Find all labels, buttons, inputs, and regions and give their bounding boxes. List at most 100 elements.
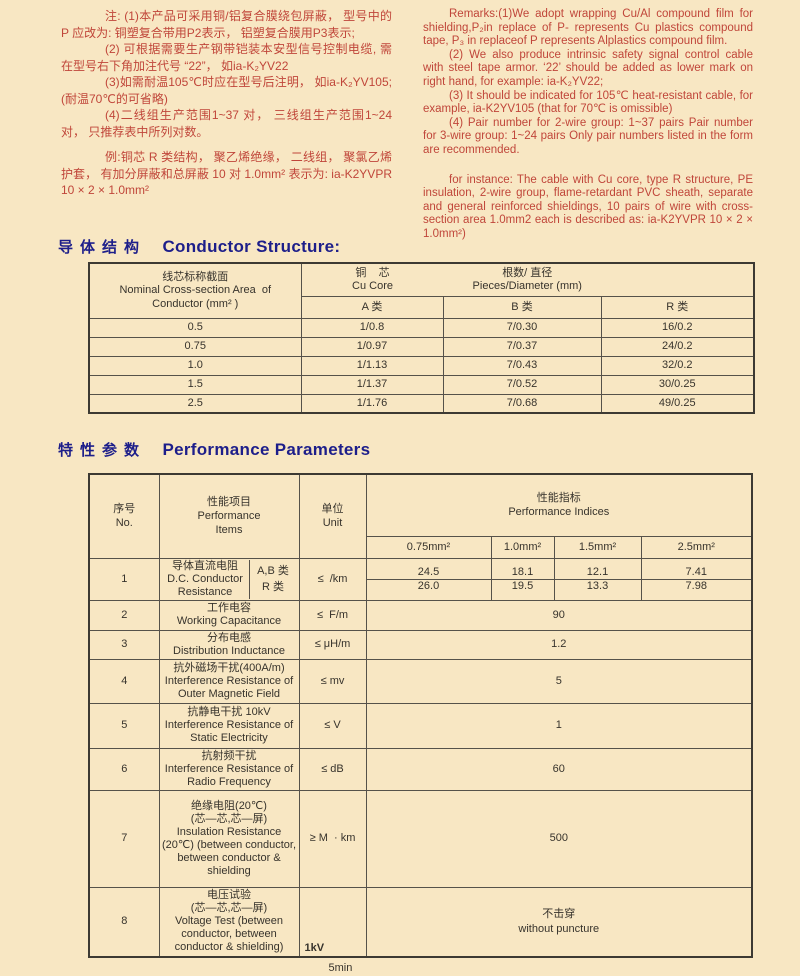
item-zh2: (芯—芯,芯—屏) — [190, 812, 268, 825]
performance-row: 8 电压试验 (芯—芯,芯—屏) Voltage Test (between cond… — [88, 886, 753, 974]
no-header-en: No. — [115, 517, 133, 530]
index-value-cell: 24.5 26.0 — [365, 557, 492, 601]
row-number-cell: 2 — [88, 599, 160, 631]
indices-header-zh: 性能指标 — [536, 492, 581, 505]
note-paragraph: 注: (1)本产品可采用铜/铝复合膜绕包屏蔽， 型号中的 P 应改为: 铜塑复合… — [61, 9, 392, 40]
conductor-cell: 7/0.30 — [442, 317, 602, 338]
pieces-diameter-en: Pieces/Diameter (mm) — [472, 279, 582, 292]
unit-header-zh: 单位 — [321, 503, 344, 516]
conductor-title-zh: 导体结构 — [58, 239, 147, 256]
note-paragraph: (3)如需耐温105℃时应在型号后注明， 如ia-K₂YV105; (耐温70℃… — [61, 75, 392, 106]
index-value-cell: 1.2 — [365, 629, 753, 660]
conductor-cell: 7/0.37 — [442, 336, 602, 357]
class-b-header: B 类 — [442, 295, 602, 319]
conductor-cell: 30/0.25 — [600, 374, 755, 395]
performance-parameters-table: 序号 No. 性能项目 Performance Items 单位 Unit 性能… — [88, 473, 754, 974]
performance-title-zh: 特性参数 — [58, 442, 147, 459]
unit-cell: ≤ dB — [298, 747, 367, 791]
value-line: 5 — [555, 674, 562, 687]
conductor-cell: 1/0.97 — [300, 336, 444, 357]
class-label: R 类 — [262, 581, 284, 593]
size-header-15: 1.5mm² — [553, 535, 642, 559]
performance-indices-header: 性能指标 Performance Indices — [365, 473, 753, 537]
nominal-area-header: 线芯标称截面 Nominal Cross-section Area of Con… — [88, 262, 302, 319]
item-zh: 分布电感 — [207, 631, 251, 644]
performance-row: 5 抗静电干扰 10kV Interference Resistance of St… — [88, 702, 753, 749]
item-zh: 绝缘电阻(20℃) — [191, 799, 267, 812]
index-value-cell: 7.41 7.98 — [640, 557, 753, 601]
performance-section-heading: 特性参数 Performance Parameters — [58, 439, 370, 460]
performance-item-cell: 分布电感 Distribution Inductance — [158, 629, 300, 660]
cu-core-pieces-header: 铜 芯 Cu Core 根数/ 直径 Pieces/Diameter (mm) — [300, 262, 755, 297]
item-en: Interference Resistance of Static Electr… — [164, 719, 294, 744]
dual-value-stack: 24.5 26.0 — [366, 566, 491, 593]
performance-item-cell: 导体直流电阻 D.C. Conductor Resistance A,B 类 R 类 — [158, 557, 300, 601]
index-value-cell: 60 — [365, 747, 753, 791]
remarks-block: 注: (1)本产品可采用铜/铝复合膜绕包屏蔽， 型号中的 P 应改为: 铜塑复合… — [61, 8, 753, 242]
conductor-section-heading: 导体结构 Conductor Structure: — [58, 236, 340, 257]
conductor-cell: 0.5 — [88, 317, 302, 338]
size-header-25: 2.5mm² — [640, 535, 753, 559]
unit-cell: 1kV 5min — [298, 886, 367, 974]
index-value-cell: 18.1 19.5 — [490, 557, 555, 601]
item-with-classes: 导体直流电阻 D.C. Conductor Resistance A,B 类 R 类 — [162, 559, 297, 599]
row-number-cell: 3 — [88, 629, 160, 660]
unit-cell: ≤ F/m — [298, 599, 367, 631]
class-r-header: R 类 — [600, 295, 755, 319]
conductor-cell: 1/1.76 — [300, 393, 444, 414]
performance-row: 3 分布电感 Distribution Inductance ≤ μH/m 1.2 — [88, 629, 753, 660]
performance-item-cell: 抗射频干扰 Interference Resistance of Radio Fr… — [158, 747, 300, 791]
conductor-cell: 1/1.37 — [300, 374, 444, 395]
performance-row: 2 工作电容 Working Capacitance ≤ F/m 90 — [88, 599, 753, 631]
item-en: Working Capacitance — [176, 615, 282, 627]
unit-denominator: 5min — [328, 961, 353, 974]
value-r-class: 26.0 — [366, 578, 491, 593]
value-ab-class: 7.41 — [685, 565, 707, 578]
conductor-cell: 1.0 — [88, 355, 302, 376]
index-value-cell: 12.1 13.3 — [553, 557, 642, 601]
remarks-chinese-column: 注: (1)本产品可采用铜/铝复合膜绕包屏蔽， 型号中的 P 应改为: 铜塑复合… — [61, 8, 392, 242]
note-example: for instance: The cable with Cu core, ty… — [423, 173, 753, 240]
note-paragraph: (2) 可根据需要生产钢带铠装本安型信号控制电缆, 需在型号右下角加注代号 “2… — [61, 42, 392, 73]
note-example: 例:铜芯 R 类结构， 聚乙烯绝缘， 二线组， 聚氯乙烯护套， 有加分屏蔽和总屏… — [61, 150, 392, 197]
size-header-10: 1.0mm² — [490, 535, 555, 559]
index-value-cell: 不击穿 without puncture — [365, 886, 753, 958]
item-en: Distribution Inductance — [173, 644, 285, 657]
items-header-en2: Items — [215, 524, 243, 537]
conductor-cell: 16/0.2 — [600, 317, 755, 338]
item-zh: 抗射频干扰 — [201, 749, 257, 762]
nominal-area-en1: Nominal Cross-section Area of — [119, 284, 272, 296]
conductor-cell: 2.5 — [88, 393, 302, 414]
index-value-cell: 1 — [365, 702, 753, 749]
conductor-cell: 7/0.52 — [442, 374, 602, 395]
conductor-cell: 24/0.2 — [600, 336, 755, 357]
cu-core-zh: 铜 芯 — [355, 266, 390, 279]
performance-item-cell: 抗外磁场干扰(400A/m) Interference Resistance of… — [158, 658, 300, 704]
conductor-cell: 49/0.25 — [600, 393, 755, 414]
indices-header-en: Performance Indices — [508, 506, 610, 519]
items-header-en1: Performance — [197, 510, 261, 523]
nominal-area-en2: Conductor (mm² ) — [152, 297, 239, 310]
conductor-row: 0.5 1/0.8 7/0.30 16/0.2 — [88, 317, 755, 338]
value-line: 不击穿 — [542, 907, 576, 920]
dual-value-stack: 7.41 7.98 — [641, 565, 752, 593]
conductor-class-labels: A,B 类 R 类 — [248, 559, 297, 599]
unit-header-en: Unit — [322, 517, 343, 530]
value-line: 500 — [549, 832, 568, 844]
item-text: 导体直流电阻 D.C. Conductor Resistance — [162, 560, 249, 599]
items-header-zh: 性能项目 — [207, 496, 251, 509]
value-r-class: 19.5 — [491, 578, 554, 593]
row-number-cell: 7 — [88, 789, 160, 888]
item-zh2: (芯—芯,芯—屏) — [190, 902, 268, 915]
performance-title-en: Performance Parameters — [162, 440, 371, 459]
item-zh: 工作电容 — [207, 602, 251, 614]
note-paragraph: (2) We also produce intrinsic safety sig… — [423, 48, 753, 88]
value-line: 1.2 — [551, 638, 567, 650]
item-en: Voltage Test (between conductor, between… — [174, 915, 284, 954]
no-header-zh: 序号 — [113, 503, 136, 516]
value-line: without puncture — [518, 922, 600, 935]
performance-row: 4 抗外磁场干扰(400A/m) Interference Resistance o… — [88, 658, 753, 704]
value-ab-class: 12.1 — [586, 565, 609, 578]
